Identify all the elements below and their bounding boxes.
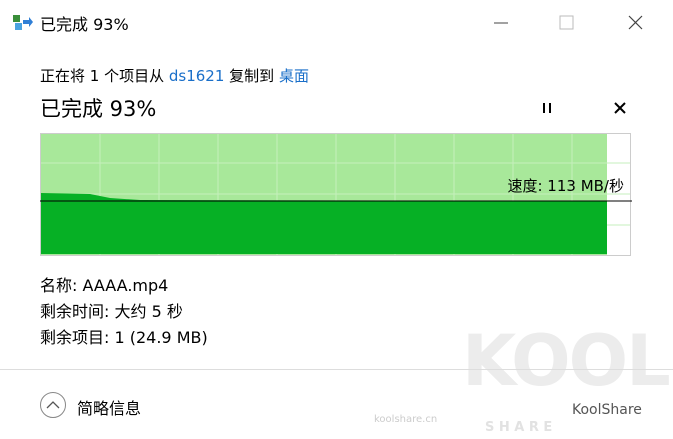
close-window-button[interactable] (628, 15, 643, 30)
app-icon (13, 15, 33, 30)
source-link[interactable]: ds1621 (168, 67, 225, 85)
status-heading: 已完成 93% (40, 97, 157, 121)
speed-label: 速度: 113 MB/秒 (507, 177, 624, 195)
speed-graph (40, 133, 632, 256)
dialog-actions (543, 102, 626, 114)
watermark-site: koolshare.cn (374, 414, 438, 425)
destination-link[interactable]: 桌面 (278, 67, 309, 85)
maximize-button (559, 15, 574, 30)
watermark-account: KoolShare (572, 402, 642, 418)
detail-name: 名称: AAAA.mp4 (40, 276, 169, 295)
cancel-button[interactable] (614, 102, 626, 114)
watermark-logo: KOOL (462, 320, 671, 402)
footer-divider (0, 369, 673, 370)
copy-line: 正在将 1 个项目从 ds1621 复制到 桌面 (40, 65, 309, 86)
window-controls (494, 15, 643, 30)
pause-button[interactable] (543, 103, 551, 113)
copy-middle: 复制到 (229, 67, 275, 85)
copy-prefix: 正在将 1 个项目从 (40, 67, 165, 85)
toggle-label[interactable]: 简略信息 (77, 399, 142, 418)
window-title: 已完成 93% (40, 15, 129, 34)
toggle-icon[interactable] (39, 391, 69, 421)
detail-time: 剩余时间: 大约 5 秒 (40, 302, 183, 321)
watermark-sub: S H A R E (485, 420, 553, 435)
detail-items: 剩余项目: 1 (24.9 MB) (40, 328, 208, 347)
